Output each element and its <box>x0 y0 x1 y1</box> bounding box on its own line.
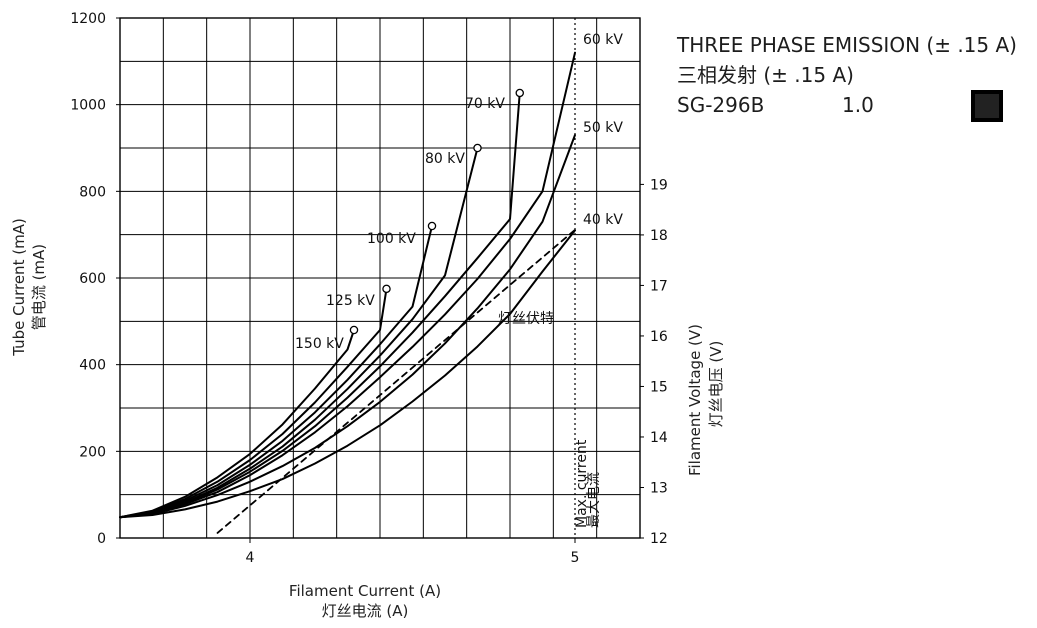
labels: 150 kV 125 kV 100 kV 80 kV 70 kV 60 kV 50 kV 40… <box>295 32 623 352</box>
series-endpoint <box>473 143 482 153</box>
axes: 0 200 400 600 800 1000 1200 12 13 14 15 16 17 18 19 4 5 <box>70 11 668 566</box>
y-left-tick-label: 0 <box>97 531 106 547</box>
y-right-tick-label: 12 <box>650 531 668 547</box>
series-endpoint <box>349 325 359 335</box>
series-label: 100 kV <box>367 231 416 247</box>
series-label: 80 kV <box>425 151 465 167</box>
y-right-axis-label-en: Filament Voltage (V) <box>686 324 704 476</box>
y-left-tick-label: 200 <box>79 444 106 460</box>
series-endpoint <box>427 221 437 231</box>
max-current-label-zh: 最大电流 <box>586 472 602 528</box>
series-label: 60 kV <box>583 32 623 48</box>
series-label: 150 kV <box>295 336 344 352</box>
y-right-tick-label: 13 <box>650 480 668 496</box>
y-right-tick-label: 16 <box>650 329 668 345</box>
series-endpoint <box>515 88 525 98</box>
series-line <box>119 287 388 519</box>
series-line <box>119 147 479 519</box>
plot-series <box>119 51 576 534</box>
x-tick-label: 5 <box>571 550 580 566</box>
series-line <box>119 229 576 519</box>
legend-value: 1.0 <box>842 93 874 117</box>
y-left-axis-label-en: Tube Current (mA) <box>10 218 28 357</box>
series-label: 70 kV <box>465 96 505 112</box>
series-line <box>119 51 576 519</box>
legend-model: SG-296B <box>677 93 764 117</box>
x-axis-label-en: Filament Current (A) <box>289 582 441 600</box>
series-label: 40 kV <box>583 212 623 228</box>
legend-title-zh: 三相发射 (± .15 A) <box>677 63 854 87</box>
series-label: 125 kV <box>326 293 375 309</box>
series-line <box>119 225 433 519</box>
series-line <box>119 329 355 519</box>
grid <box>119 17 641 539</box>
y-right-tick-label: 17 <box>650 278 668 294</box>
y-left-tick-label: 1000 <box>70 98 106 114</box>
y-right-tick-label: 14 <box>650 430 668 446</box>
y-right-tick-label: 15 <box>650 379 668 395</box>
series-line <box>119 91 521 519</box>
y-right-tick-label: 18 <box>650 228 668 244</box>
y-right-axis-label-zh: 灯丝电压 (V) <box>707 341 725 428</box>
x-tick-label: 4 <box>246 550 255 566</box>
series-label: 50 kV <box>583 120 623 136</box>
y-left-tick-label: 600 <box>79 271 106 287</box>
series-line <box>119 134 576 519</box>
series-line <box>216 228 576 534</box>
y-left-tick-label: 400 <box>79 358 106 374</box>
y-left-axis-label-zh: 管电流 (mA) <box>30 244 48 330</box>
y-right-tick-label: 19 <box>650 177 668 193</box>
max-current-label-en: Max. current <box>574 439 590 528</box>
y-left-tick-label: 1200 <box>70 11 106 27</box>
legend-title-en: THREE PHASE EMISSION (± .15 A) <box>676 33 1017 57</box>
legend-swatch <box>971 90 1003 122</box>
y-left-tick-label: 800 <box>79 184 106 200</box>
filament-voltage-annotation: 灯丝伏特 <box>498 311 554 327</box>
series-endpoint <box>382 284 391 294</box>
x-axis-label-zh: 灯丝电流 (A) <box>322 602 409 620</box>
